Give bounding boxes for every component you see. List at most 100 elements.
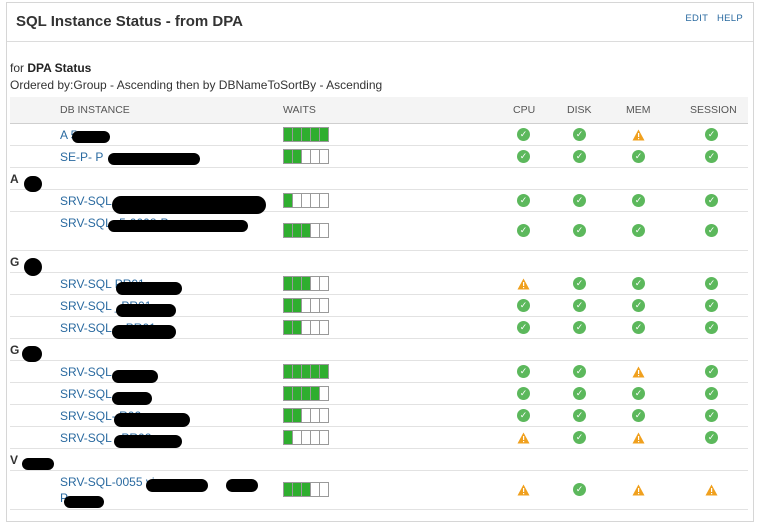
waits-bar[interactable] [283, 127, 329, 142]
redaction-mark [114, 413, 190, 427]
waits-segment [283, 408, 293, 423]
help-link[interactable]: HELP [716, 13, 743, 24]
group-row: A [10, 168, 748, 190]
waits-segment [302, 193, 311, 208]
for-prefix: for [10, 61, 28, 75]
group-name: V [10, 453, 19, 467]
mem-ok-icon: ✓ [632, 387, 645, 400]
waits-bar[interactable] [283, 386, 329, 401]
instance-name: SE-P- P [60, 150, 104, 164]
session-ok-icon: ✓ [705, 299, 718, 312]
redaction-mark [112, 392, 152, 405]
waits-segment [311, 276, 320, 291]
table-row: SRV-SQL ✓ ✓ ✓ ✓ [10, 190, 748, 212]
waits-segment [311, 364, 320, 379]
disk-ok-icon: ✓ [573, 277, 586, 290]
session-ok-icon: ✓ [705, 387, 718, 400]
waits-bar[interactable] [283, 193, 329, 208]
waits-segment [302, 364, 311, 379]
waits-segment [320, 320, 329, 335]
waits-segment [283, 482, 293, 497]
redaction-mark [24, 176, 42, 192]
header-links: EDIT HELP [679, 13, 743, 24]
disk-ok-icon: ✓ [573, 128, 586, 141]
col-mem[interactable]: MEM [626, 104, 651, 116]
disk-ok-icon: ✓ [573, 387, 586, 400]
session-ok-icon: ✓ [705, 128, 718, 141]
cpu-ok-icon: ✓ [517, 365, 530, 378]
col-waits[interactable]: WAITS [283, 104, 316, 116]
instance-link[interactable]: SE-P- P [60, 149, 270, 165]
group-name: A [10, 172, 19, 186]
mem-ok-icon: ✓ [632, 409, 645, 422]
group-row: G [10, 339, 748, 361]
for-line: for DPA Status [10, 61, 91, 75]
cpu-ok-icon: ✓ [517, 150, 530, 163]
redaction-mark [22, 458, 54, 470]
instance-link[interactable]: SRV-SQL [60, 193, 270, 209]
waits-segment [302, 482, 311, 497]
waits-segment [311, 223, 320, 238]
redaction-mark [146, 479, 208, 492]
waits-segment [311, 386, 320, 401]
waits-segment [320, 298, 329, 313]
waits-bar[interactable] [283, 482, 329, 497]
mem-ok-icon: ✓ [632, 150, 645, 163]
redaction-mark [64, 496, 104, 508]
waits-segment [283, 386, 293, 401]
waits-bar[interactable] [283, 320, 329, 335]
waits-bar[interactable] [283, 276, 329, 291]
waits-segment [293, 386, 302, 401]
cpu-warning-icon [517, 431, 530, 444]
table-header: DB INSTANCE WAITS CPU DISK MEM SESSION [10, 97, 748, 124]
instance-link[interactable]: SRV-SQL [60, 364, 270, 380]
disk-ok-icon: ✓ [573, 431, 586, 444]
cpu-ok-icon: ✓ [517, 387, 530, 400]
table-row: SRV-SQL _PR02 ✓ ✓ [10, 427, 748, 449]
waits-segment [283, 320, 293, 335]
instance-link[interactable]: SRV-SQL [60, 386, 270, 402]
mem-warning-icon [632, 483, 645, 496]
waits-segment [311, 193, 320, 208]
waits-segment [302, 430, 311, 445]
waits-bar[interactable] [283, 364, 329, 379]
col-cpu[interactable]: CPU [513, 104, 536, 116]
waits-bar[interactable] [283, 430, 329, 445]
waits-segment [283, 149, 293, 164]
waits-segment [320, 430, 329, 445]
col-disk[interactable]: DISK [567, 104, 592, 116]
redaction-mark [112, 325, 176, 339]
waits-segment [320, 223, 329, 238]
waits-bar[interactable] [283, 298, 329, 313]
instance-name: SRV-SQL [60, 387, 112, 401]
waits-segment [293, 320, 302, 335]
edit-link[interactable]: EDIT [685, 13, 709, 24]
cpu-ok-icon: ✓ [517, 409, 530, 422]
disk-ok-icon: ✓ [573, 409, 586, 422]
session-ok-icon: ✓ [705, 224, 718, 237]
table-row: SE-P- P ✓ ✓ ✓ ✓ [10, 146, 748, 168]
redaction-mark [72, 131, 110, 143]
instance-table: DB INSTANCE WAITS CPU DISK MEM SESSION A… [10, 97, 748, 510]
group-name: G [10, 255, 20, 269]
table-row: SRV-SQL ✓ ✓ ✓ [10, 361, 748, 383]
redaction-mark [108, 153, 200, 165]
waits-segment [302, 320, 311, 335]
waits-segment [320, 193, 329, 208]
waits-bar[interactable] [283, 223, 329, 238]
table-row: SRV-SQL- _PR01 ✓ ✓ ✓ ✓ [10, 317, 748, 339]
cpu-warning-icon [517, 277, 530, 290]
waits-segment [293, 223, 302, 238]
disk-ok-icon: ✓ [573, 150, 586, 163]
waits-segment [320, 386, 329, 401]
waits-segment [320, 364, 329, 379]
waits-segment [283, 223, 293, 238]
col-db-instance[interactable]: DB INSTANCE [60, 104, 130, 116]
table-row: SRV-SQL-0055 via - P✓ [10, 471, 748, 510]
col-session[interactable]: SESSION [690, 104, 737, 116]
waits-bar[interactable] [283, 408, 329, 423]
disk-ok-icon: ✓ [573, 483, 586, 496]
disk-ok-icon: ✓ [573, 224, 586, 237]
waits-bar[interactable] [283, 149, 329, 164]
redaction-mark [112, 196, 266, 214]
